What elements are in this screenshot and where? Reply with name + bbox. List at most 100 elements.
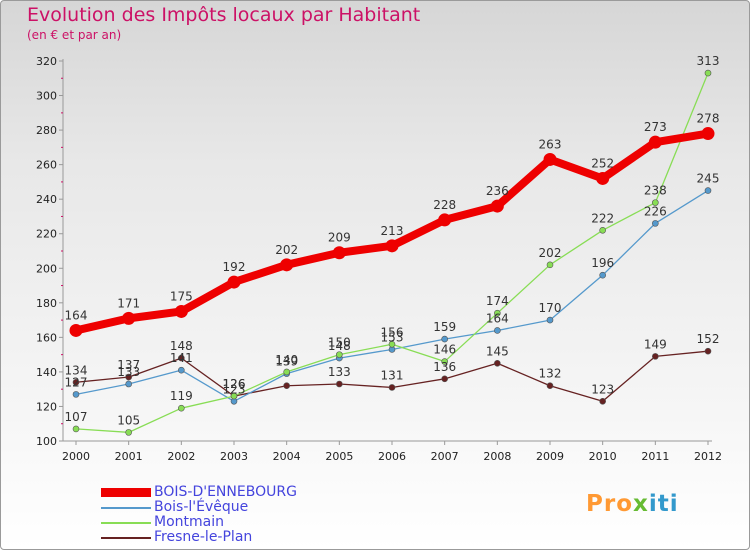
x-tick-label: 2003 — [220, 450, 248, 463]
data-label: 119 — [170, 389, 193, 403]
data-point-3 — [72, 378, 80, 386]
data-label: 228 — [433, 198, 456, 212]
data-point-2 — [336, 351, 343, 358]
data-point-1 — [599, 271, 606, 279]
data-point-1 — [441, 335, 448, 343]
legend-swatch-bois-d-ennebourg — [101, 488, 151, 497]
y-tick-label: 100 — [36, 435, 57, 448]
data-point-2 — [546, 261, 554, 269]
x-tick-label: 2001 — [115, 450, 143, 463]
x-tick-label: 2010 — [589, 450, 617, 463]
data-point-0 — [174, 304, 188, 318]
data-label: 126 — [223, 377, 246, 391]
data-point-0 — [648, 135, 662, 149]
legend-label-fresne-le-plan: Fresne-le-Plan — [154, 529, 253, 545]
data-label: 134 — [65, 363, 88, 377]
y-tick-label: 160 — [36, 331, 57, 344]
data-label: 146 — [433, 343, 456, 357]
data-point-3 — [283, 382, 290, 390]
y-tick-label: 320 — [36, 55, 57, 68]
data-label: 141 — [170, 351, 193, 365]
data-point-2 — [704, 69, 712, 77]
data-label: 126 — [223, 377, 246, 391]
data-label: 164 — [486, 311, 509, 325]
data-point-3 — [388, 384, 396, 391]
data-point-1 — [704, 187, 712, 194]
data-label: 159 — [433, 320, 456, 334]
data-label: 171 — [117, 296, 140, 310]
data-point-2 — [388, 340, 396, 348]
legend-label-bois-l-eveque: Bois-l'Évêque — [154, 499, 249, 515]
chart-title: Evolution des Impôts locaux par Habitant — [27, 4, 421, 26]
data-point-0 — [596, 171, 610, 185]
x-tick-label: 2004 — [273, 450, 301, 463]
data-label: 131 — [381, 368, 404, 382]
data-label: 192 — [223, 260, 246, 274]
data-point-3 — [652, 353, 659, 360]
data-label: 150 — [328, 336, 351, 350]
data-label: 222 — [591, 211, 614, 225]
data-point-1 — [652, 220, 659, 227]
data-point-1 — [546, 316, 554, 324]
data-label: 145 — [486, 344, 509, 358]
y-tick-label: 240 — [36, 193, 57, 206]
data-label: 278 — [697, 112, 720, 126]
data-point-2 — [283, 368, 290, 376]
y-tick-label: 280 — [36, 124, 57, 137]
legend-swatch-bois-l-eveque — [101, 507, 151, 509]
data-point-3 — [494, 359, 501, 367]
data-point-1 — [125, 380, 132, 388]
data-label: 107 — [65, 410, 88, 424]
data-label: 137 — [117, 358, 140, 372]
x-tick-label: 2007 — [431, 450, 459, 463]
logo-part-3: iti — [648, 491, 679, 517]
data-point-0 — [69, 323, 83, 337]
data-label: 152 — [697, 332, 720, 346]
logo-part-2: x — [633, 491, 649, 517]
data-point-2 — [230, 392, 238, 400]
data-point-2 — [652, 199, 659, 206]
data-label: 139 — [275, 355, 298, 369]
data-label: 273 — [644, 120, 667, 134]
data-label: 252 — [591, 156, 614, 170]
y-tick-label: 120 — [36, 400, 57, 413]
data-label: 236 — [486, 184, 509, 198]
y-tick-label: 180 — [36, 297, 57, 310]
data-point-3 — [125, 373, 132, 381]
data-point-3 — [546, 382, 554, 390]
data-label: 123 — [223, 382, 246, 396]
data-point-2 — [494, 309, 501, 317]
data-point-0 — [280, 258, 294, 272]
data-label: 174 — [486, 294, 509, 308]
data-point-3 — [178, 354, 185, 362]
data-label: 148 — [328, 339, 351, 353]
data-point-2 — [125, 429, 132, 436]
data-point-0 — [543, 152, 557, 166]
data-point-2 — [72, 425, 80, 433]
data-point-1 — [494, 327, 501, 334]
data-label: 196 — [591, 256, 614, 270]
data-label: 140 — [275, 353, 298, 367]
data-label: 202 — [539, 246, 562, 260]
data-label: 133 — [328, 365, 351, 379]
data-point-1 — [178, 366, 185, 374]
data-label: 127 — [65, 375, 88, 389]
legend-swatch-montmain — [101, 522, 151, 524]
data-label: 156 — [381, 325, 404, 339]
data-point-2 — [178, 404, 185, 412]
y-tick-label: 300 — [36, 90, 57, 103]
x-tick-label: 2009 — [536, 450, 564, 463]
data-point-0 — [227, 275, 241, 289]
x-tick-label: 2005 — [325, 450, 353, 463]
data-label: 226 — [644, 204, 667, 218]
logo-part-1: Pro — [586, 491, 634, 517]
data-label: 148 — [170, 339, 193, 353]
data-label: 164 — [65, 308, 88, 322]
data-point-1 — [72, 391, 80, 398]
data-point-0 — [385, 239, 399, 253]
chart-subtitle: (en € et par an) — [27, 28, 122, 42]
y-tick-label: 260 — [36, 159, 57, 172]
data-label: 263 — [539, 137, 562, 151]
data-label: 133 — [117, 365, 140, 379]
data-point-0 — [332, 246, 346, 260]
